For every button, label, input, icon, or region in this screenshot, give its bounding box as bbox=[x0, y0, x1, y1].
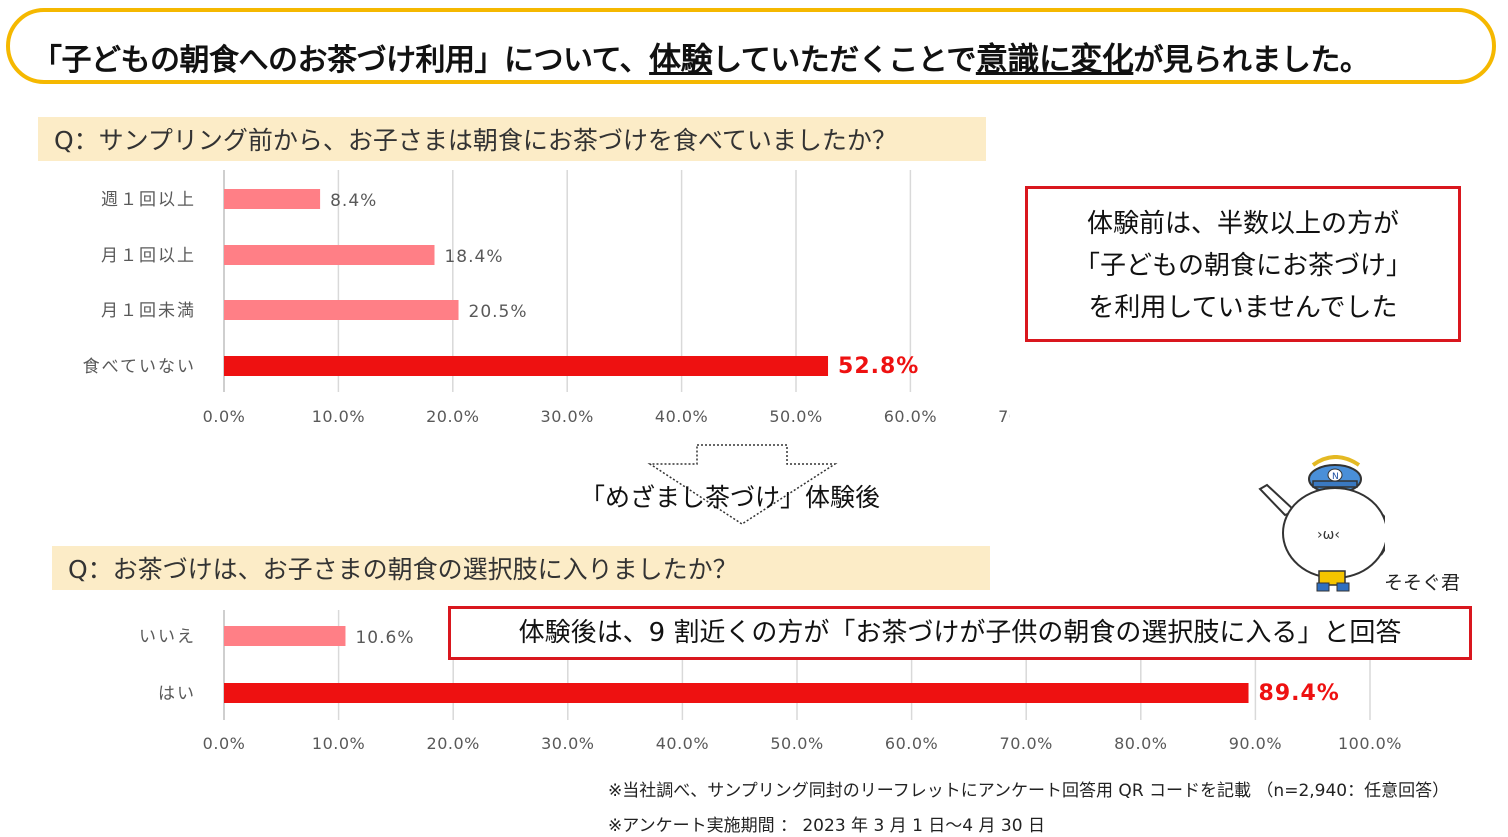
callout-after: 体験後は、9 割近くの方が「お茶づけが子供の朝食の選択肢に入る」と回答 bbox=[448, 606, 1472, 660]
bar bbox=[224, 245, 435, 265]
chart-before: 0.0% 10.0% 20.0% 30.0% 40.0% 50.0% 60.0% 70.0% 8… bbox=[83, 170, 1010, 426]
category-label: はい bbox=[158, 684, 196, 704]
bar bbox=[224, 189, 321, 209]
x-tick-label: 90.0% bbox=[1229, 734, 1282, 753]
headline-part4: 意識に変化 bbox=[975, 40, 1134, 78]
headline-frame: 「子どもの朝食へのお茶づけ利用」について、体験していただくことで意識に変化が見ら… bbox=[6, 8, 1496, 84]
headline: 「子どもの朝食へのお茶づけ利用」について、体験していただくことで意識に変化が見ら… bbox=[32, 34, 1370, 80]
data-label: 10.6% bbox=[355, 628, 414, 648]
question2-label: Q：お茶づけは、お子さまの朝食の選択肢に入りましたか？ bbox=[52, 546, 990, 590]
x-tick-label: 30.0% bbox=[541, 734, 594, 753]
footnote-survey: ※当社調べ、サンプリング同封のリーフレットにアンケート回答用 QR コードを記載… bbox=[608, 781, 1450, 801]
x-tick-label: 60.0% bbox=[884, 407, 937, 426]
headline-part1: 「子どもの朝食へのお茶づけ利用」について、 bbox=[32, 43, 650, 78]
x-tick-label: 0.0% bbox=[203, 734, 246, 753]
mascot-name: そそぐ君 bbox=[1384, 572, 1461, 594]
question1-label: Q：サンプリング前から、お子さまは朝食にお茶づけを食べていましたか？ bbox=[38, 117, 986, 161]
data-label: 89.4% bbox=[1259, 681, 1340, 706]
down-arrow-icon bbox=[647, 444, 838, 525]
data-label: 8.4% bbox=[330, 191, 377, 211]
x-tick-label: 70.0% bbox=[998, 407, 1010, 426]
x-tick-label: 40.0% bbox=[655, 407, 708, 426]
callout-before: 体験前は、半数以上の方が 「子どもの朝食にお茶づけ」 を利用していませんでした bbox=[1025, 186, 1461, 342]
x-tick-label: 60.0% bbox=[885, 734, 938, 753]
category-label: 月１回以上 bbox=[101, 246, 196, 266]
x-tick-label: 40.0% bbox=[656, 734, 709, 753]
x-tick-label: 50.0% bbox=[769, 407, 822, 426]
callout-before-line3: を利用していませんでした bbox=[1088, 293, 1398, 323]
mascot-teapot-icon: N ›ω‹ bbox=[1258, 455, 1385, 592]
category-label: 週１回以上 bbox=[101, 190, 196, 210]
callout-before-line1: 体験前は、半数以上の方が bbox=[1086, 209, 1399, 239]
category-label: 食べていない bbox=[83, 357, 196, 377]
x-tick-label: 10.0% bbox=[312, 734, 365, 753]
x-tick-label: 20.0% bbox=[427, 734, 480, 753]
x-tick-label: 70.0% bbox=[1000, 734, 1053, 753]
x-tick-label: 10.0% bbox=[312, 407, 365, 426]
bar bbox=[224, 356, 829, 376]
x-tick-label: 100.0% bbox=[1338, 734, 1402, 753]
footnote-period: ※アンケート実施期間 ： 2023 年 3 月 1 日～4 月 30 日 bbox=[608, 816, 1045, 836]
svg-text:›ω‹: ›ω‹ bbox=[1317, 527, 1340, 543]
headline-part5: が見られました。 bbox=[1133, 43, 1370, 78]
headline-part2: 体験 bbox=[649, 40, 713, 78]
transition-label: 「めざまし茶づけ」体験後 bbox=[580, 483, 881, 512]
x-tick-label: 0.0% bbox=[203, 407, 246, 426]
svg-text:N: N bbox=[1332, 472, 1339, 482]
x-tick-label: 50.0% bbox=[770, 734, 823, 753]
x-tick-label: 80.0% bbox=[1114, 734, 1167, 753]
data-label: 20.5% bbox=[469, 302, 528, 322]
category-label: いいえ bbox=[139, 627, 196, 647]
bar bbox=[224, 626, 346, 646]
bar bbox=[224, 683, 1249, 703]
bar bbox=[224, 300, 459, 320]
data-label: 18.4% bbox=[444, 247, 503, 267]
callout-before-line2: 「子どもの朝食にお茶づけ」 bbox=[1073, 251, 1412, 281]
x-tick-label: 20.0% bbox=[426, 407, 479, 426]
x-tick-label: 30.0% bbox=[541, 407, 594, 426]
chart-after: 0.0% 10.0% 20.0% 30.0% 40.0% 50.0% 60.0% 70.0% 8… bbox=[139, 610, 1402, 753]
headline-part3: していただくことで bbox=[712, 43, 976, 78]
data-label: 52.8% bbox=[838, 354, 919, 379]
category-label: 月１回未満 bbox=[101, 301, 196, 321]
